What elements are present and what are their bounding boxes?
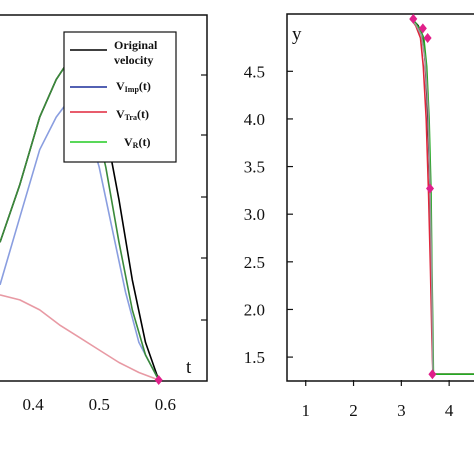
right-y-tick-label-4: 3.5 [244, 158, 265, 177]
right-y-tick-label-1: 2.0 [244, 300, 265, 319]
right-series-black [411, 18, 474, 376]
right-marker-2 [423, 32, 432, 43]
right-x-tick-label-1: 2 [349, 401, 358, 420]
right-tick-layer: 1 2 3 4 1.5 2.0 2.5 3.0 3.5 4.0 4.5 [244, 62, 454, 420]
right-y-tick-label-6: 4.5 [244, 62, 265, 81]
left-marker-1 [154, 375, 163, 385]
right-plot-frame [286, 13, 474, 382]
right-marker-0 [409, 13, 418, 24]
right-x-tick-label-0: 1 [301, 401, 310, 420]
left-x-tick-label-0: 0.4 [22, 395, 44, 414]
left-series-vtra-t [0, 294, 159, 381]
right-marker-4 [428, 369, 437, 380]
left-x-tick-label-1: 0.5 [89, 395, 110, 414]
right-series-gray [409, 18, 434, 375]
right-y-tick-label-5: 4.0 [244, 110, 265, 129]
left-tick-layer: 0.4 0.5 0.6 [22, 74, 207, 414]
legend-label-r: VR(t) [124, 135, 150, 150]
right-y-tick-label-0: 1.5 [244, 348, 265, 367]
right-series-green [412, 18, 474, 376]
legend-label-imp: VImp(t) [116, 79, 151, 94]
right-marker-3 [426, 183, 435, 194]
left-x-tick-label-2: 0.6 [155, 395, 176, 414]
left-plot-frame [0, 14, 208, 382]
right-x-tick-label-3: 4 [445, 401, 454, 420]
right-y-axis-label: y [292, 24, 302, 45]
legend: Original velocity VImp(t) VTra(t) VR(t) [63, 31, 177, 163]
right-marker-1 [418, 23, 427, 34]
right-y-tick-label-2: 2.5 [244, 253, 265, 272]
legend-label-original-line2: velocity [114, 53, 153, 67]
right-chart: 1 2 3 4 1.5 2.0 2.5 3.0 3.5 4.0 4.5 y [244, 13, 474, 420]
right-marker-layer [409, 13, 437, 380]
legend-label-tra: VTra(t) [116, 107, 149, 122]
left-chart: 0.4 0.5 0.6 t Original velocity VImp(t) VT… [0, 14, 208, 414]
legend-box [63, 31, 177, 163]
left-x-axis-label: t [186, 357, 192, 378]
right-series-layer [409, 18, 474, 376]
right-series-red [410, 18, 474, 376]
right-y-tick-label-3: 3.0 [244, 205, 265, 224]
legend-label-original: Original [114, 38, 158, 52]
right-x-tick-label-2: 3 [397, 401, 406, 420]
